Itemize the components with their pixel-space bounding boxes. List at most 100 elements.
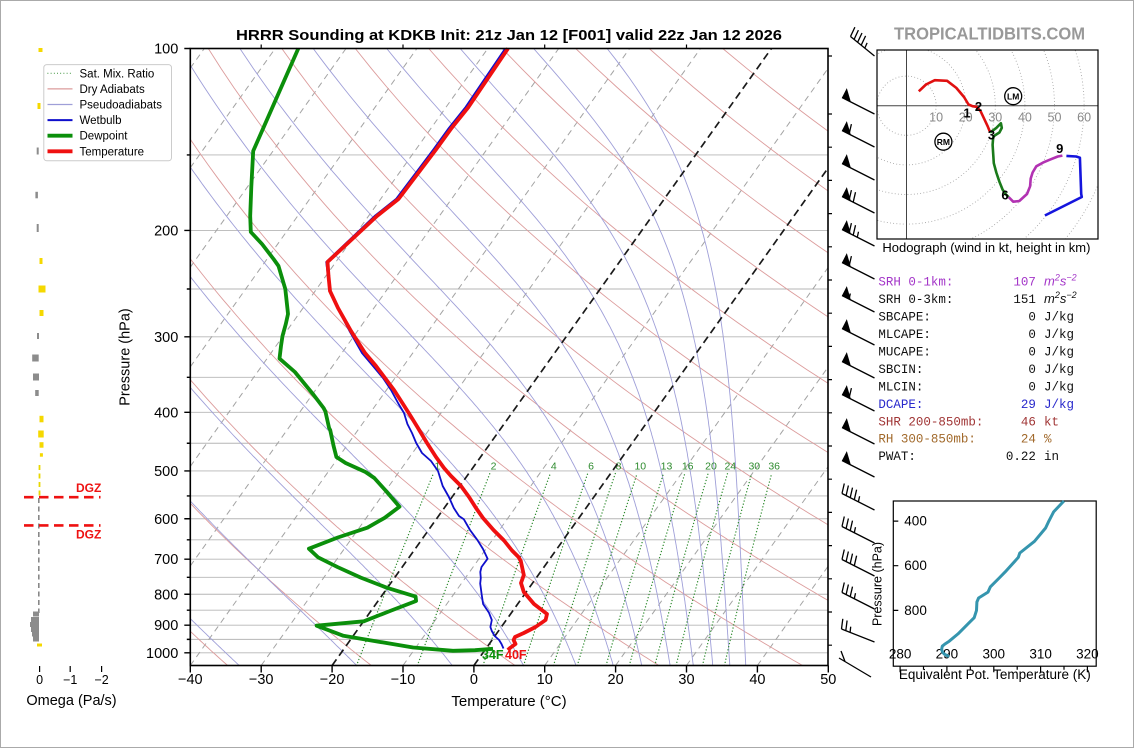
svg-text:24: 24 [1021,433,1036,447]
svg-text:DGZ: DGZ [76,481,101,495]
svg-text:40: 40 [1018,111,1032,125]
svg-text:8: 8 [616,461,622,473]
svg-text:J/kg: J/kg [1044,346,1074,360]
svg-text:400: 400 [154,405,178,421]
svg-text:1000: 1000 [146,646,178,662]
svg-text:30: 30 [678,672,694,688]
svg-text:300: 300 [154,330,178,346]
svg-text:40F: 40F [505,648,527,662]
svg-text:Pressure (hPa): Pressure (hPa) [871,542,885,626]
svg-text:50: 50 [1048,111,1062,125]
svg-text:300: 300 [983,647,1006,662]
svg-text:HRRR Sounding at KDKB Init: 21: HRRR Sounding at KDKB Init: 21z Jan 12 [… [236,27,782,44]
svg-text:9: 9 [1056,141,1063,156]
svg-text:SRH 0-3km:: SRH 0-3km: [878,293,953,307]
svg-text:DGZ: DGZ [76,528,101,542]
svg-text:MLCIN:: MLCIN: [878,380,923,394]
svg-text:0: 0 [1028,346,1036,360]
svg-text:Pressure (hPa): Pressure (hPa) [118,308,134,406]
svg-text:−10: −10 [391,672,416,688]
svg-text:Dry Adiabats: Dry Adiabats [80,84,145,96]
svg-text:50: 50 [820,672,836,688]
svg-text:13: 13 [661,461,673,473]
svg-text:20: 20 [959,111,973,125]
svg-text:36: 36 [768,461,780,473]
svg-text:3: 3 [988,128,995,143]
svg-text:%: % [1044,433,1052,447]
svg-text:2: 2 [975,99,982,114]
svg-text:200: 200 [154,223,178,239]
svg-text:J/kg: J/kg [1044,311,1074,325]
svg-text:J/kg: J/kg [1044,380,1074,394]
svg-text:0: 0 [1028,380,1036,394]
svg-text:151: 151 [1013,293,1036,307]
svg-text:20: 20 [608,672,624,688]
svg-text:16: 16 [682,461,694,473]
svg-text:0: 0 [1028,328,1036,342]
svg-text:SHR 200-850mb:: SHR 200-850mb: [878,415,983,429]
svg-text:2: 2 [491,461,497,473]
svg-text:400: 400 [904,514,927,529]
svg-text:in: in [1044,450,1059,464]
svg-text:Omega (Pa/s): Omega (Pa/s) [26,693,116,709]
svg-text:Hodograph (wind in kt, height: Hodograph (wind in kt, height in km) [882,240,1090,255]
svg-text:40: 40 [749,672,765,688]
svg-text:46: 46 [1021,415,1036,429]
svg-text:10: 10 [537,672,553,688]
svg-text:6: 6 [1001,188,1008,203]
svg-text:SRH 0-1km:: SRH 0-1km: [878,276,953,290]
svg-text:Wetbulb: Wetbulb [80,115,122,127]
svg-text:Temperature (°C): Temperature (°C) [451,693,566,710]
svg-text:10: 10 [634,461,646,473]
svg-text:0: 0 [1028,311,1036,325]
svg-text:RH 300-850mb:: RH 300-850mb: [878,433,976,447]
svg-text:10: 10 [929,111,943,125]
svg-text:320: 320 [1076,647,1099,662]
svg-text:m2s−2: m2s−2 [1044,273,1077,289]
svg-text:900: 900 [154,618,178,634]
svg-text:Dewpoint: Dewpoint [80,131,129,143]
svg-text:−20: −20 [320,672,345,688]
svg-text:MUCAPE:: MUCAPE: [878,346,931,360]
svg-text:30: 30 [988,111,1002,125]
svg-text:600: 600 [904,558,927,573]
svg-text:100: 100 [154,42,178,58]
svg-text:4: 4 [551,461,557,473]
svg-text:1: 1 [434,461,440,473]
svg-text:0.22: 0.22 [1006,450,1036,464]
svg-text:−40: −40 [178,672,203,688]
svg-text:m2s−2: m2s−2 [1044,290,1077,306]
svg-text:Pseudoadiabats: Pseudoadiabats [80,100,163,112]
svg-text:Equivalent Pot. Temperature (K: Equivalent Pot. Temperature (K) [899,667,1091,682]
svg-text:SBCIN:: SBCIN: [878,363,923,377]
svg-text:−30: −30 [249,672,274,688]
svg-text:700: 700 [154,552,178,568]
svg-text:0: 0 [1028,363,1036,377]
svg-text:107: 107 [1013,276,1036,290]
svg-text:SBCAPE:: SBCAPE: [878,311,931,325]
svg-text:310: 310 [1029,647,1052,662]
svg-text:PWAT:: PWAT: [878,450,916,464]
svg-text:MLCAPE:: MLCAPE: [878,328,931,342]
svg-text:−1: −1 [63,673,77,687]
svg-text:−2: −2 [94,673,108,687]
svg-text:TROPICALTIDBITS.COM: TROPICALTIDBITS.COM [894,24,1085,44]
svg-text:Sat. Mix. Ratio: Sat. Mix. Ratio [80,68,155,80]
svg-text:J/kg: J/kg [1044,398,1074,412]
svg-text:0: 0 [470,672,478,688]
svg-text:J/kg: J/kg [1044,363,1074,377]
svg-text:J/kg: J/kg [1044,328,1074,342]
svg-text:500: 500 [154,464,178,480]
svg-text:30: 30 [748,461,760,473]
svg-text:280: 280 [889,647,912,662]
svg-text:800: 800 [904,603,927,618]
svg-text:800: 800 [154,587,178,603]
svg-text:0: 0 [36,673,43,687]
svg-text:DCAPE:: DCAPE: [878,398,923,412]
svg-text:29: 29 [1021,398,1036,412]
svg-text:24: 24 [724,461,736,473]
svg-text:1: 1 [963,106,970,121]
svg-text:RM: RM [937,137,950,147]
svg-text:60: 60 [1077,111,1091,125]
svg-text:20: 20 [705,461,717,473]
